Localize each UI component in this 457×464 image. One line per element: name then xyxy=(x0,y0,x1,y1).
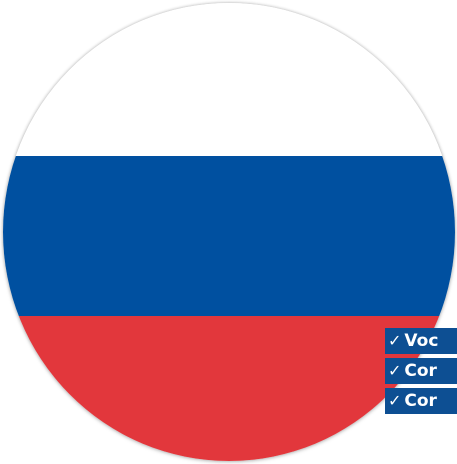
russian-flag-circle xyxy=(3,3,455,461)
flag-stripe-blue xyxy=(3,156,455,316)
checkmark-icon: ✓ xyxy=(388,361,402,380)
checklist-item: ✓ Cor xyxy=(385,358,457,384)
flag-stripe-red xyxy=(3,316,455,461)
checkmark-icon: ✓ xyxy=(388,391,402,410)
checklist-item: ✓ Voc xyxy=(385,328,457,354)
feature-checklist: ✓ Voc ✓ Cor ✓ Cor xyxy=(385,328,457,418)
checklist-item: ✓ Cor xyxy=(385,388,457,414)
checklist-item-label: Cor xyxy=(404,391,437,411)
flag-stripe-white xyxy=(3,3,455,156)
checklist-item-label: Cor xyxy=(404,361,437,381)
checkmark-icon: ✓ xyxy=(388,331,402,350)
checklist-item-label: Voc xyxy=(404,331,439,351)
